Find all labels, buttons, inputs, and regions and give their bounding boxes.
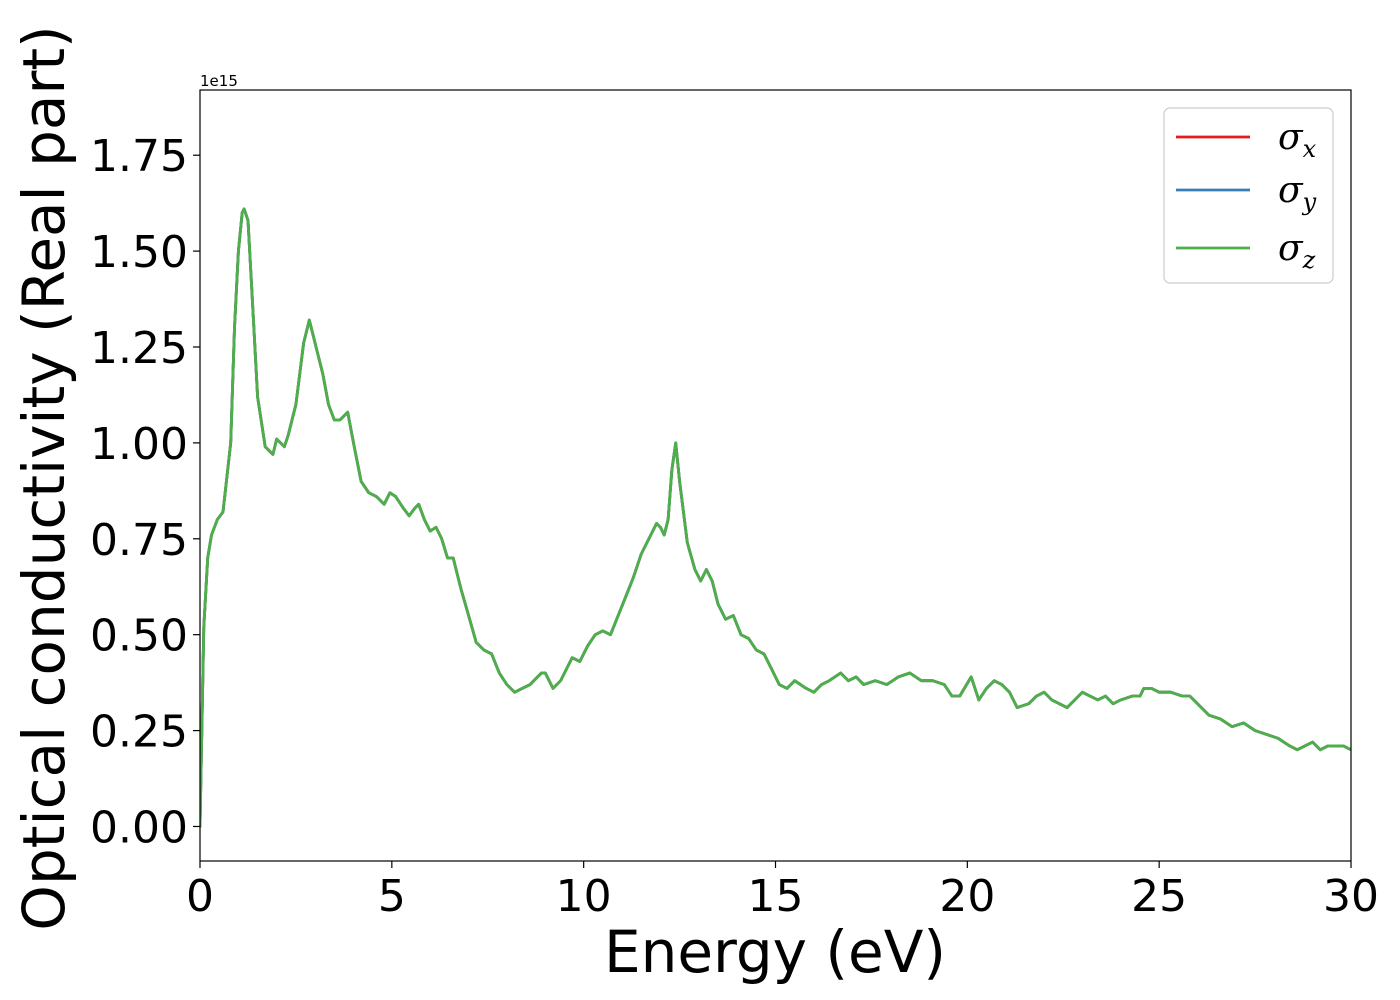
y-axis-ticks: 0.00 0.25 0.50 0.75 1.00 1.25 1.50 1.75 bbox=[90, 131, 200, 853]
plot-area bbox=[199, 89, 1352, 862]
series-layer bbox=[200, 207, 1351, 828]
x-axis-ticks: 0 5 10 15 20 25 30 bbox=[186, 861, 1379, 922]
y-tick-label: 0.25 bbox=[90, 707, 188, 758]
x-axis-label: Energy (eV) bbox=[604, 918, 946, 986]
x-tick-label: 20 bbox=[939, 871, 995, 922]
legend-box bbox=[1163, 107, 1334, 284]
y-offset-text: 1e15 bbox=[200, 72, 238, 90]
y-tick-label: 1.50 bbox=[90, 227, 188, 278]
y-tick-label: 0.50 bbox=[90, 611, 188, 662]
y-tick-label: 1.25 bbox=[90, 323, 188, 374]
x-tick-label: 5 bbox=[378, 871, 406, 922]
y-tick-label: 0.75 bbox=[90, 515, 188, 566]
x-tick-label: 30 bbox=[1323, 871, 1379, 922]
y-tick-label: 1.00 bbox=[90, 419, 188, 470]
x-tick-label: 15 bbox=[748, 871, 804, 922]
x-tick-label: 25 bbox=[1131, 871, 1187, 922]
y-tick-label: 0.00 bbox=[90, 802, 188, 853]
series-line-z bbox=[200, 207, 1351, 828]
y-tick-label: 1.75 bbox=[90, 131, 188, 182]
x-tick-label: 0 bbox=[186, 871, 214, 922]
x-tick-label: 10 bbox=[556, 871, 612, 922]
y-axis-label: Optical conductivity (Real part) bbox=[10, 25, 78, 930]
